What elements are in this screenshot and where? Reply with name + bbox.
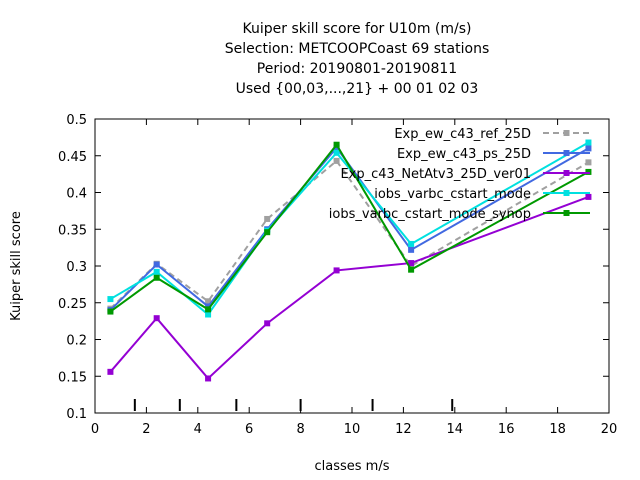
x-axis-label: classes m/s: [315, 459, 390, 474]
legend: Exp_ew_c43_ref_25D Exp_ew_c43_ps_25D Exp_c…: [329, 127, 590, 222]
data-point: [153, 274, 160, 281]
legend-swatch-marker: [563, 170, 570, 176]
y-tick-label: 0.5: [66, 113, 87, 128]
title-line: Kuiper skill score for U10m (m/s): [243, 21, 472, 37]
x-tick-label: 6: [245, 422, 253, 437]
data-point: [408, 260, 415, 267]
legend-label: Exp_ew_c43_ps_25D: [397, 147, 531, 162]
data-point: [585, 139, 592, 146]
title-line: Period: 20190801-20190811: [257, 61, 457, 77]
data-point: [205, 298, 212, 305]
x-tick-label: 4: [194, 422, 202, 437]
data-point: [585, 159, 592, 166]
data-point: [408, 266, 415, 273]
data-point: [107, 368, 114, 375]
data-series: [107, 139, 592, 382]
data-point: [585, 193, 592, 200]
x-tick-label: 16: [498, 422, 515, 437]
series: [107, 141, 592, 315]
series-line: [109, 195, 589, 380]
legend-label: iobs_varbc_cstart_mode: [374, 187, 531, 202]
data-point: [333, 149, 340, 156]
data-point: [333, 267, 340, 274]
data-point: [107, 308, 114, 315]
y-tick-label: 0.45: [58, 150, 87, 165]
data-point: [153, 268, 160, 275]
data-point: [205, 306, 212, 313]
y-tick-label: 0.2: [66, 334, 87, 349]
x-tick-label: 20: [601, 422, 618, 437]
data-point: [205, 375, 212, 382]
class-markers: [133, 399, 454, 411]
data-point: [153, 261, 160, 268]
data-point: [107, 296, 114, 303]
data-point: [264, 229, 271, 236]
data-point: [408, 246, 415, 253]
title-line: Used {00,03,...,21} + 00 01 02 03: [236, 81, 479, 97]
legend-swatch-marker: [563, 150, 570, 156]
legend-label: iobs_varbc_cstart_mode_synop: [329, 207, 531, 222]
x-tick-label: 14: [447, 422, 464, 437]
y-axis-label: Kuiper skill score: [9, 211, 24, 321]
legend-swatch-marker: [563, 190, 570, 196]
y-tick-label: 0.35: [58, 223, 87, 238]
data-point: [585, 145, 592, 152]
legend-label: Exp_ew_c43_ref_25D: [394, 127, 531, 142]
data-point: [333, 141, 340, 148]
y-tick-label: 0.15: [58, 370, 87, 385]
data-point: [408, 240, 415, 247]
legend-swatch-marker: [563, 210, 570, 216]
data-point: [264, 320, 271, 327]
data-point: [205, 311, 212, 318]
y-tick-label: 0.1: [66, 407, 87, 422]
x-tick-label: 8: [296, 422, 304, 437]
x-tick-label: 10: [344, 422, 361, 437]
y-tick-label: 0.25: [58, 297, 87, 312]
x-tick-label: 2: [142, 422, 150, 437]
data-point: [333, 157, 340, 164]
legend-swatch-marker: [563, 130, 570, 136]
chart-title: Kuiper skill score for U10m (m/s) Selecti…: [225, 21, 490, 97]
y-tick-label: 0.4: [66, 187, 87, 202]
data-point: [153, 315, 160, 322]
x-tick-label: 18: [549, 422, 566, 437]
plot-frame: [94, 118, 610, 414]
series: [107, 193, 592, 382]
axis-ticks: 0 2 4 6 8 10 12 14 16 18 20 0.1 0.15 0.2 0.25 0.3 0.35 0.…: [58, 113, 617, 437]
x-tick-label: 12: [395, 422, 412, 437]
data-point: [585, 168, 592, 175]
y-tick-label: 0.3: [66, 260, 87, 275]
x-tick-label: 0: [91, 422, 99, 437]
data-point: [264, 215, 271, 222]
title-line: Selection: METCOOPCoast 69 stations: [225, 41, 490, 57]
legend-label: Exp_c43_NetAtv3_25D_ver01: [340, 167, 531, 182]
